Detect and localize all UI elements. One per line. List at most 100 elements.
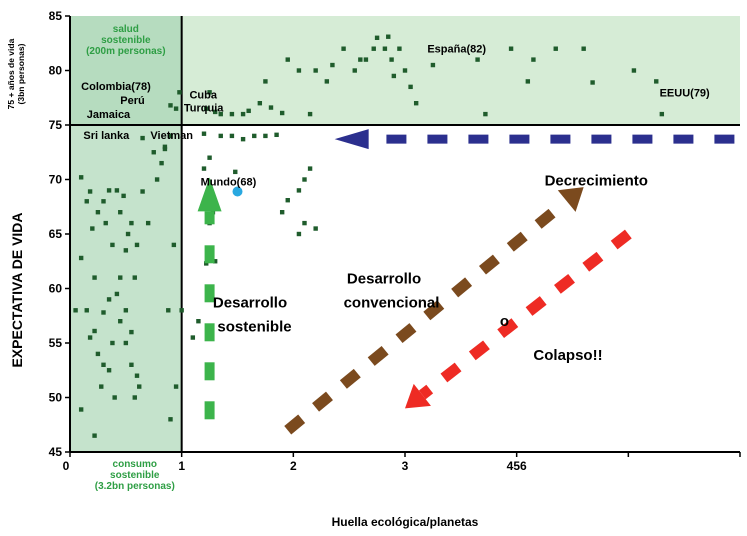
data-point — [173, 106, 179, 111]
y-tick-label: 70 — [49, 173, 63, 187]
arrow-dash — [204, 401, 215, 420]
y-tick-label: 45 — [49, 445, 63, 459]
arrow-dash — [468, 134, 489, 144]
country-label: Jamaica — [87, 109, 131, 121]
text-line: convencional — [344, 295, 440, 312]
data-point — [553, 46, 558, 51]
y-tick-label: 75 — [49, 118, 63, 132]
data-point — [95, 210, 101, 215]
data-point — [134, 242, 140, 248]
data-point — [268, 105, 274, 110]
arrow-dash — [395, 323, 417, 344]
data-point — [475, 57, 480, 62]
arrow-dash — [204, 323, 215, 342]
data-point — [263, 133, 268, 139]
arrow-dash — [204, 284, 215, 303]
arrow-dash — [204, 362, 215, 381]
data-point — [218, 111, 223, 117]
text-line: Colombia(78) — [81, 81, 151, 93]
data-point — [110, 242, 115, 248]
data-point — [87, 189, 93, 194]
data-point — [257, 101, 263, 106]
data-point — [123, 308, 129, 313]
data-point — [659, 111, 665, 117]
arrow-dash — [582, 251, 604, 272]
data-point — [78, 407, 84, 412]
data-point — [118, 210, 123, 215]
arrow-dash — [427, 134, 448, 144]
data-point — [274, 132, 279, 138]
green-arrow — [197, 177, 222, 420]
text-line: sostenible — [217, 319, 291, 336]
data-point — [252, 133, 257, 139]
arrow-dash — [478, 254, 500, 275]
data-point — [212, 109, 218, 115]
arrow-dash — [204, 245, 215, 264]
data-point — [196, 319, 201, 324]
data-point — [391, 73, 397, 79]
arrow-dash — [284, 414, 306, 435]
arrow-dash — [550, 134, 571, 144]
annotation-label: o — [500, 313, 509, 330]
x-tick-label: 1 — [178, 459, 185, 473]
arrow-dash — [591, 134, 612, 144]
data-point — [179, 308, 184, 313]
data-point — [162, 144, 168, 149]
data-point — [218, 133, 223, 139]
text-line: (3bn personas) — [16, 43, 26, 104]
text-line: España(82) — [427, 44, 486, 56]
country-label: Mundo(68) — [201, 177, 257, 189]
text-line: Colapso!! — [533, 347, 602, 364]
data-point — [159, 160, 164, 166]
mundo-point — [232, 186, 243, 197]
country-label: Turquia — [184, 103, 224, 115]
data-point — [483, 111, 488, 117]
data-point — [229, 133, 235, 139]
data-point — [341, 46, 346, 51]
country-label: Vietman — [150, 130, 193, 142]
arrow-head — [334, 129, 369, 150]
text-line: Vietman — [150, 130, 193, 142]
data-point — [78, 255, 84, 261]
data-point — [408, 84, 413, 90]
data-point — [285, 57, 290, 62]
data-point — [106, 297, 112, 302]
arrow-dash — [610, 229, 632, 250]
points-layer — [73, 34, 665, 438]
data-point — [352, 68, 357, 73]
annotation-label: sostenible — [217, 319, 291, 336]
country-label: EEUU(79) — [660, 87, 710, 99]
arrow-dash — [554, 273, 575, 294]
data-point — [134, 373, 140, 378]
data-point — [168, 133, 173, 139]
data-point — [73, 308, 78, 313]
data-point — [87, 335, 93, 340]
arrow-dash — [714, 134, 735, 144]
data-point — [296, 188, 302, 193]
data-point — [101, 362, 106, 367]
left-zone — [70, 125, 182, 452]
data-point — [307, 166, 313, 171]
data-point — [201, 166, 207, 171]
arrow-dash — [673, 134, 694, 144]
arrow-dash — [418, 384, 434, 400]
data-point — [92, 275, 97, 280]
data-point — [581, 46, 586, 51]
annotation-label: Colapso!! — [533, 347, 602, 364]
text-line: Mundo(68) — [201, 177, 257, 189]
axes-layer: 45 50 55 60 65 70 75 80 85 0 1 2 3 456 — [49, 9, 741, 473]
arrow-dash — [497, 318, 519, 339]
data-point — [140, 135, 145, 141]
arrow-dash — [506, 231, 528, 252]
data-point — [78, 175, 84, 180]
arrow-dash — [367, 345, 389, 366]
data-point — [363, 57, 369, 62]
data-point — [140, 189, 145, 194]
text-line: EXPECTATIVA DE VIDA — [9, 212, 25, 367]
data-point — [240, 111, 246, 117]
text-line: consumo — [113, 459, 157, 470]
bottom-zone-label: consumo sostenible (3.2bn personas) — [95, 459, 175, 492]
red-arrow — [405, 229, 632, 409]
data-point — [204, 106, 209, 111]
